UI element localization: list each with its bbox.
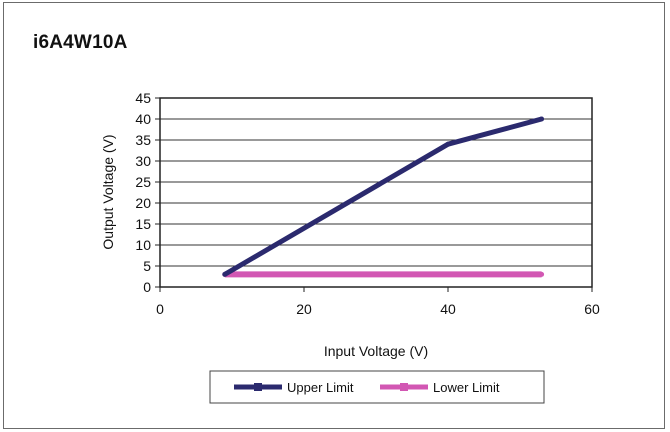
y-tick-label: 35	[135, 132, 151, 148]
series-lines	[222, 116, 545, 278]
data-point	[222, 271, 228, 277]
x-tick-label: 0	[156, 301, 164, 317]
y-axis-label: Output Voltage (V)	[100, 134, 116, 249]
y-tick-label: 20	[135, 195, 151, 211]
legend-label: Lower Limit	[433, 380, 500, 395]
data-point	[539, 116, 545, 122]
legend-marker	[400, 383, 408, 391]
chart-frame	[3, 2, 665, 429]
y-tick-label: 25	[135, 174, 151, 190]
x-tick-label: 60	[584, 301, 600, 317]
legend-marker	[254, 383, 262, 391]
x-tick-label: 20	[296, 301, 312, 317]
series-line-upper-limit	[223, 116, 543, 277]
plot-area	[159, 97, 593, 288]
y-tick-label: 0	[143, 279, 151, 295]
y-tick-label: 45	[135, 90, 151, 106]
y-tick-label: 30	[135, 153, 151, 169]
y-tick-label: 40	[135, 111, 151, 127]
data-point	[445, 141, 451, 147]
y-tick-label: 15	[135, 216, 151, 232]
y-axis-ticks: 0 5 10 15 20 25 30 35 40 45	[135, 90, 160, 295]
gridlines	[160, 118, 592, 267]
y-tick-label: 5	[143, 258, 151, 274]
chart-title: i6A4W10A	[33, 32, 128, 53]
x-tick-label: 40	[440, 301, 456, 317]
legend-label: Upper Limit	[287, 380, 354, 395]
legend: Upper Limit Lower Limit	[209, 370, 545, 404]
y-tick-label: 10	[135, 237, 151, 253]
data-point	[539, 271, 545, 277]
x-axis-ticks: 0 20 40 60	[156, 287, 600, 317]
x-axis-label: Input Voltage (V)	[324, 343, 428, 359]
